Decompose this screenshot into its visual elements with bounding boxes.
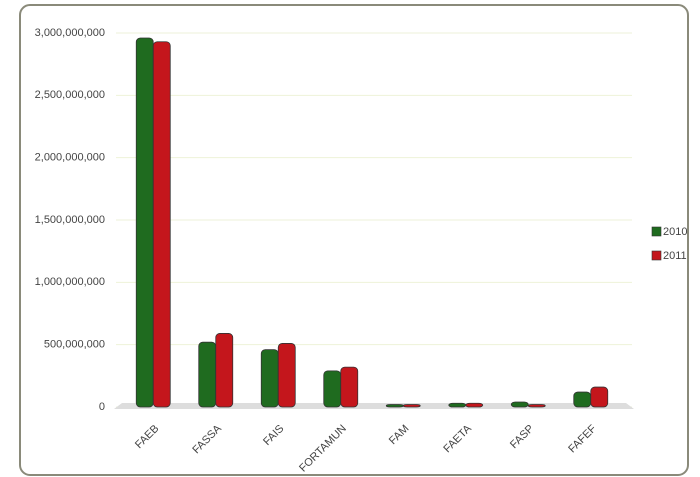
- y-tick-label: 2,500,000,000: [35, 89, 105, 101]
- bar: [403, 405, 420, 407]
- bar: [449, 403, 466, 407]
- bar: [199, 342, 216, 407]
- legend-label: 2011: [663, 250, 687, 262]
- bar: [528, 405, 545, 407]
- bar: [324, 371, 341, 407]
- bar: [591, 387, 608, 407]
- legend-label: 2010: [663, 226, 687, 238]
- bar: [511, 402, 528, 407]
- legend-swatch: [652, 227, 661, 236]
- bar: [278, 343, 295, 407]
- floor: [114, 403, 634, 409]
- bar: [153, 42, 170, 407]
- y-tick-label: 1,500,000,000: [35, 214, 105, 226]
- bar: [261, 350, 278, 407]
- bar: [216, 333, 233, 407]
- bar: [574, 392, 591, 407]
- bar: [136, 38, 153, 407]
- y-tick-label: 0: [99, 401, 105, 413]
- y-tick-label: 1,000,000,000: [35, 276, 105, 288]
- y-tick-label: 3,000,000,000: [35, 27, 105, 39]
- y-tick-label: 2,000,000,000: [35, 152, 105, 164]
- chart: 0 500,000,000 1,000,000,000 1,500,000,000 2,…: [0, 0, 700, 477]
- legend-swatch: [652, 251, 661, 260]
- bar: [466, 403, 483, 407]
- y-tick-label: 500,000,000: [44, 339, 105, 351]
- bar: [386, 405, 403, 407]
- bar: [341, 367, 358, 407]
